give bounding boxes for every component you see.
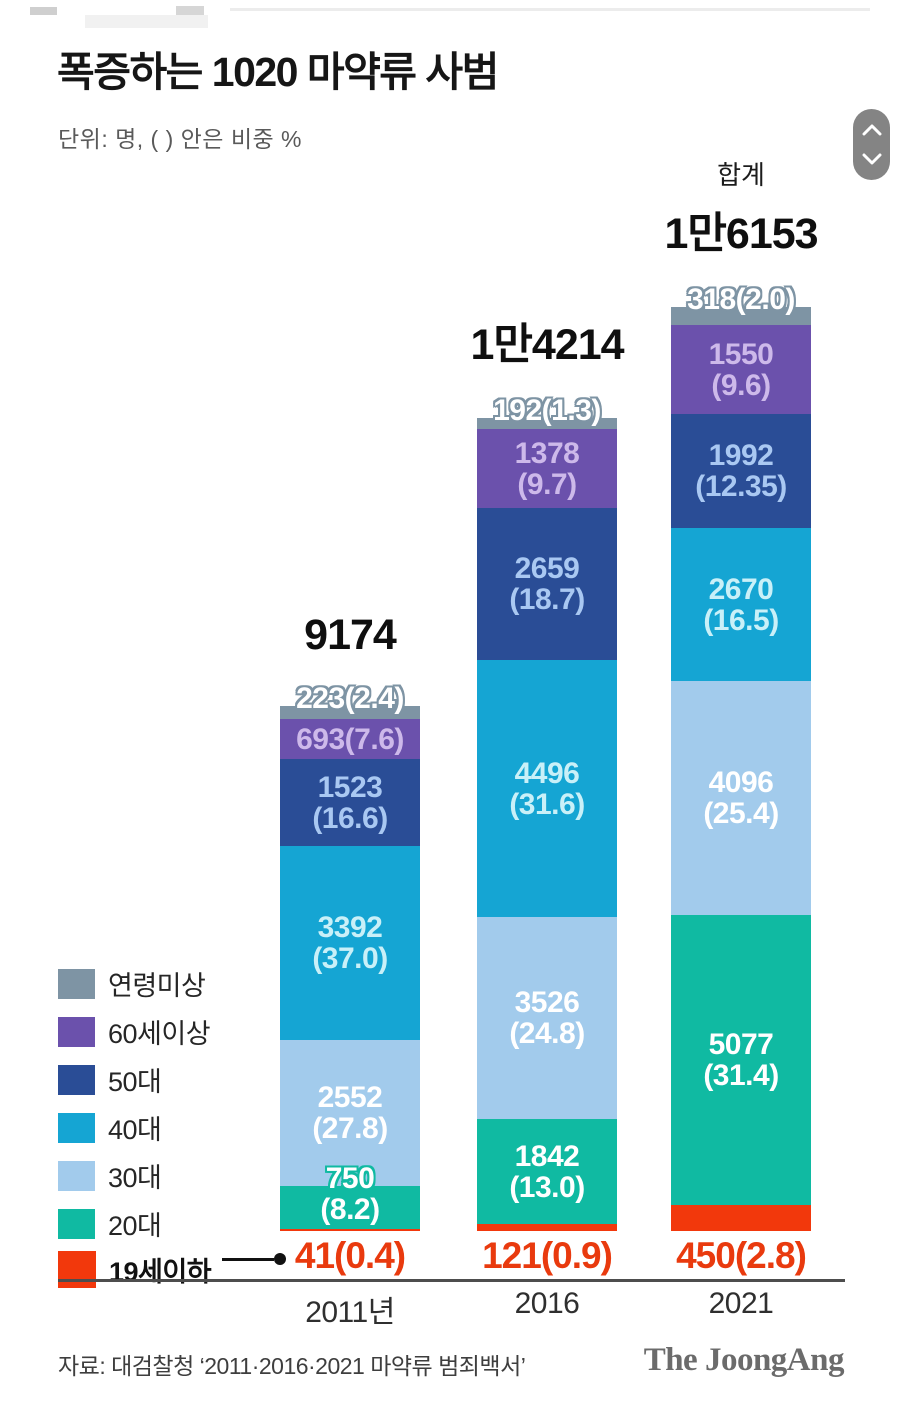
joongang-logo: The JoongAng — [643, 1342, 845, 1378]
bar-stack: 192(1.3) 1378 (9.7) 2659 (18.7) 4496 (31.6) 352… — [477, 395, 617, 1231]
segment-60세이상: 1378 (9.7) — [477, 429, 617, 508]
top-artifact — [230, 8, 870, 11]
segment-19세이하 — [477, 1224, 617, 1231]
segment-연령미상: 318(2.0) — [671, 284, 811, 325]
segment-label: 1550 (9.6) — [708, 337, 774, 402]
segment-20대: 750 (8.2) — [280, 1163, 420, 1229]
legend-swatch — [58, 1064, 95, 1095]
segment-label: 2670 (16.5) — [703, 572, 779, 637]
year-label: 2016 — [514, 1287, 580, 1320]
year-label: 2021 — [708, 1287, 774, 1320]
segment-label: 1842 (13.0) — [509, 1139, 585, 1204]
segment-label: 1378 (9.7) — [514, 436, 580, 501]
bar-column-2011년: 9174 223(2.4) 693(7.6) 1523 (16.6) 3392 (37.0)… — [280, 611, 420, 1276]
legend-item-연령미상: 연령미상 — [58, 964, 206, 1003]
legend-label: 연령미상 — [108, 971, 206, 1001]
chevron-up-icon — [862, 124, 881, 136]
segment-30대: 2552 (27.8) — [280, 1040, 420, 1186]
scroll-widget — [853, 109, 890, 180]
bar-stack: 318(2.0) 1550 (9.6) 1992 (12.35) 2670 (16.5) 40… — [671, 284, 811, 1231]
legend-label: 20대 — [108, 1211, 162, 1241]
segment-label: 3526 (24.8) — [509, 986, 585, 1050]
legend-item-40대: 40대 — [58, 1108, 162, 1147]
segment-연령미상: 223(2.4) — [280, 683, 420, 719]
bar-column-2016: 1만4214 192(1.3) 1378 (9.7) 2659 (18.7) 4496 (31… — [470, 310, 624, 1276]
segment-label: 4096 (25.4) — [703, 766, 779, 830]
segment-40대: 4496 (31.6) — [477, 660, 617, 917]
page-title: 폭증하는 1020 마약류 사범 — [57, 49, 499, 95]
legend-swatch — [58, 968, 95, 999]
scroll-down-button[interactable] — [860, 150, 884, 168]
legend-item-30대: 30대 — [58, 1156, 162, 1195]
segment-20대: 5077 (31.4) — [671, 915, 811, 1205]
top-artifact — [30, 7, 57, 15]
segment-label: 2659 (18.7) — [509, 552, 585, 616]
segment-40대: 3392 (37.0) — [280, 846, 420, 1040]
segment-label: 4496 (31.6) — [509, 756, 585, 821]
legend-item-19세이하: 19세이하 — [58, 1250, 212, 1289]
legend-label: 30대 — [108, 1163, 162, 1193]
segment-40대: 2670 (16.5) — [671, 528, 811, 681]
legend-item-60세이상: 60세이상 — [58, 1012, 211, 1051]
segment-60세이상: 1550 (9.6) — [671, 325, 811, 414]
segment-label: 1992 (12.35) — [695, 439, 787, 503]
legend-swatch — [58, 1112, 95, 1143]
segment-label: 1523 (16.6) — [312, 770, 388, 835]
year-label: 2011년 — [305, 1296, 395, 1329]
segment-연령미상: 192(1.3) — [477, 395, 617, 429]
segment-50대: 1523 (16.6) — [280, 759, 420, 846]
legend-swatch — [58, 1160, 95, 1191]
under-bar-value: 41(0.4) — [294, 1235, 406, 1276]
legend-swatch — [58, 1016, 95, 1047]
segment-label: 5077 (31.4) — [703, 1028, 779, 1092]
legend-label: 19세이하 — [109, 1257, 212, 1287]
total-label: 9174 — [304, 611, 397, 659]
legend-label: 60세이상 — [108, 1019, 211, 1049]
bar-stack: 223(2.4) 693(7.6) 1523 (16.6) 3392 (37.0) 2552… — [280, 683, 420, 1231]
segment-60세이상: 693(7.6) — [280, 719, 420, 759]
chevron-down-icon — [862, 153, 881, 165]
segment-label: 693(7.6) — [296, 722, 404, 756]
segment-19세이하 — [671, 1205, 811, 1231]
legend-label: 50대 — [108, 1067, 162, 1097]
unit-note: 단위: 명, ( ) 안은 비중 % — [58, 126, 303, 152]
segment-label: 192(1.3) — [493, 394, 601, 427]
legend-item-20대: 20대 — [58, 1204, 162, 1243]
total-label: 1만6153 — [664, 210, 818, 258]
legend-callout-dot — [274, 1253, 286, 1265]
total-caption: 합계 — [717, 160, 765, 190]
under-bar-value: 450(2.8) — [676, 1235, 807, 1276]
segment-50대: 2659 (18.7) — [477, 508, 617, 660]
segment-label: 318(2.0) — [687, 283, 795, 316]
under-bar-value: 121(0.9) — [482, 1235, 613, 1276]
bar-column-2021: 합계 1만6153 318(2.0) 1550 (9.6) 1992 (12.35) 2670… — [664, 155, 818, 1276]
segment-50대: 1992 (12.35) — [671, 414, 811, 528]
legend-swatch — [58, 1208, 95, 1239]
legend-swatch — [58, 1251, 96, 1288]
scroll-up-button[interactable] — [860, 121, 884, 139]
legend-item-50대: 50대 — [58, 1060, 162, 1099]
source-note: 자료: 대검찰청 ‘2011·2016·2021 마약류 범죄백서’ — [58, 1353, 526, 1379]
legend-label: 40대 — [108, 1115, 162, 1145]
top-artifact — [85, 15, 208, 28]
segment-30대: 4096 (25.4) — [671, 681, 811, 915]
segment-label: 2552 (27.8) — [312, 1081, 388, 1145]
segment-20대: 1842 (13.0) — [477, 1119, 617, 1224]
top-artifact — [176, 6, 204, 15]
segment-label: 223(2.4) — [296, 682, 404, 715]
segment-19세이하 — [280, 1229, 420, 1231]
segment-label: 750 (8.2) — [320, 1162, 380, 1226]
segment-label: 3392 (37.0) — [312, 911, 388, 975]
total-label: 1만4214 — [470, 321, 624, 369]
segment-30대: 3526 (24.8) — [477, 917, 617, 1119]
x-axis-line — [58, 1279, 845, 1282]
legend-callout-line — [222, 1258, 274, 1261]
